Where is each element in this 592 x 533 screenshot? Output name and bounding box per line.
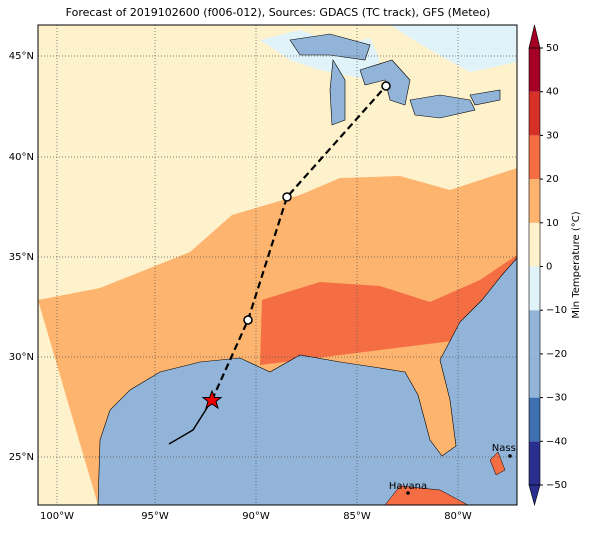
city-label: Nassau [492,443,529,454]
colorbar-tick-label: −50 [546,480,567,491]
lon-label: 90°W [242,511,270,522]
lat-label: 45°N [9,51,34,62]
colorbar-tick-label: 20 [546,174,559,185]
colorbar-tick-label: −30 [546,393,567,404]
lon-label: 100°W [40,511,74,522]
colorbar-label: Min Temperature (°C) [571,211,582,318]
colorbar-band [529,48,540,92]
lon-label: 85°W [343,511,371,522]
colorbar-band [529,441,540,485]
lat-label: 40°N [9,152,34,163]
colorbar: 50 40 30 20 10 0 −10 −20 −30 −40 −50 [528,24,567,507]
colorbar-band [529,179,540,223]
title: Forecast of 2019102600 (f006-012), Sourc… [66,6,491,19]
colorbar-tick-label: −20 [546,349,567,360]
colorbar-extend [528,484,541,507]
colorbar-band [529,310,540,354]
colorbar-tick-label: 50 [546,43,559,54]
lat-label: 25°N [9,452,34,463]
colorbar-band [529,222,540,267]
storm-track [168,81,391,445]
graticule [38,25,517,505]
colorbar-tick-label: 40 [546,87,559,98]
lon-label: 95°W [141,511,169,522]
map: Nassau Havana [38,25,529,505]
lat-label: 35°N [9,252,34,263]
colorbar-tick-label: −40 [546,436,567,447]
colorbar-extend [528,24,541,49]
colorbar-band [529,353,540,398]
lat-label: 30°N [9,352,34,363]
colorbar-tick-label: 10 [546,218,559,229]
colorbar-band [529,135,540,180]
city-label: Havana [389,481,427,492]
colorbar-band [529,91,540,136]
colorbar-tick-label: 0 [546,262,552,273]
colorbar-tick-label: −10 [546,305,567,316]
lon-label: 80°W [444,511,472,522]
colorbar-band [529,397,540,442]
colorbar-tick-label: 30 [546,130,559,141]
colorbar-band [529,266,540,311]
